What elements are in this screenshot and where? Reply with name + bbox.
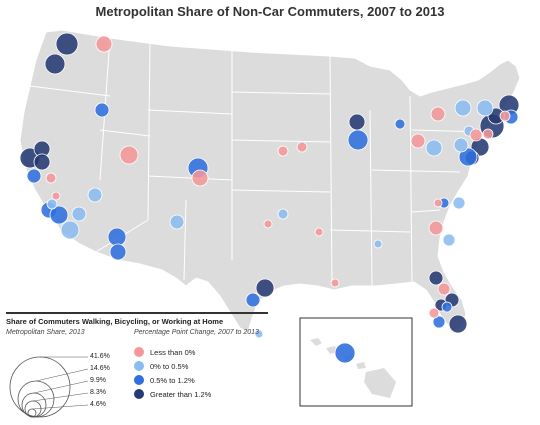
bubble-baltimore — [458, 147, 478, 167]
bubble-honolulu — [334, 342, 356, 364]
metro-bubbles — [19, 32, 520, 364]
bubble-tucson — [109, 243, 127, 261]
size-label-1: 41.6% — [90, 353, 110, 360]
bubble-raleigh — [452, 196, 466, 210]
legend-heading: Share of Commuters Walking, Bicycling, o… — [6, 317, 224, 326]
bubble-chicago — [347, 129, 369, 151]
bubble-madison — [348, 113, 366, 131]
bubble-fresno — [45, 172, 57, 184]
legend-label-greater-than-1-2: Greater than 1.2% — [150, 389, 212, 399]
legend-label-less-than-0: Less than 0% — [150, 347, 196, 357]
bubble-houston — [245, 292, 261, 308]
bubble-miami — [448, 314, 468, 334]
bubble-worcester — [499, 110, 511, 122]
bubble-corpus — [254, 329, 264, 339]
state-borders — [29, 37, 485, 287]
bubble-greensboro — [428, 220, 444, 236]
bubble-des-moines — [296, 141, 308, 153]
bubble-albany — [476, 99, 494, 117]
bubble-new-orleans — [255, 278, 275, 298]
bubble-colorado-springs — [191, 169, 209, 187]
map-title: Metropolitan Share of Non-Car Commuters,… — [95, 4, 445, 19]
swatch-less-than-0 — [134, 347, 144, 357]
bubble-detroit — [394, 118, 406, 130]
bubble-portland-inland — [94, 102, 110, 118]
size-legend-circles — [9, 356, 89, 418]
bubble-riverside — [49, 205, 69, 225]
bubble-pittsburgh — [453, 137, 469, 153]
size-label-5: 4.6% — [90, 401, 106, 408]
bubble-cleveland — [425, 139, 443, 157]
bubble-las-vegas — [71, 206, 87, 222]
bubble-jacksonville — [428, 270, 444, 286]
bubble-gainesville — [437, 282, 451, 296]
bubble-albuquerque — [169, 214, 185, 230]
bubble-omaha — [277, 145, 289, 157]
swatch-0-5-to-1-2 — [134, 375, 144, 385]
legend-label-0-5-to-1-2: 0.5% to 1.2% — [150, 375, 195, 385]
bubble-seattle — [55, 32, 79, 56]
size-label-2: 14.6% — [90, 365, 110, 372]
legend-label-0-to-0-5: 0% to 0.5% — [150, 361, 189, 371]
size-label-3: 9.9% — [90, 377, 106, 384]
bubble-little-rock — [314, 227, 324, 237]
bubble-jackson — [330, 278, 340, 288]
bubble-santa-barbara — [26, 168, 42, 184]
hawaii-inset — [299, 317, 413, 407]
bubble-orange-county — [46, 198, 58, 210]
legend-rule — [6, 312, 268, 314]
legend-item-0-to-0-5: 0% to 0.5% — [134, 361, 188, 371]
legend: Share of Commuters Walking, Bicycling, o… — [6, 303, 296, 421]
bubble-columbia — [433, 198, 443, 208]
bubble-buffalo — [430, 106, 446, 122]
bubble-phoenix — [107, 227, 127, 247]
bubble-atlanta — [442, 233, 456, 247]
bubble-bakersfield — [51, 191, 61, 201]
bubble-tulsa — [263, 219, 273, 229]
swatch-0-to-0-5 — [134, 361, 144, 371]
bubble-ocala — [441, 301, 453, 313]
bubble-wichita — [277, 208, 289, 220]
legend-item-0-5-to-1-2: 0.5% to 1.2% — [134, 375, 195, 385]
bubble-harrisburg — [469, 128, 483, 142]
bubble-memphis — [373, 239, 383, 249]
bubble-orlando — [432, 315, 446, 329]
bubble-seattle-south — [44, 53, 66, 75]
bubble-rochester — [454, 99, 472, 117]
color-legend-title: Percentage Point Change, 2007 to 2013 — [134, 329, 259, 336]
bubble-san-diego — [60, 220, 80, 240]
size-label-4: 8.3% — [90, 389, 106, 396]
bubble-toledo — [410, 133, 426, 149]
bubble-bridgeport — [482, 128, 494, 140]
bubble-salt-lake — [119, 145, 139, 165]
legend-item-greater-than-1-2: Greater than 1.2% — [134, 389, 211, 399]
size-legend-title: Metropolitan Share, 2013 — [6, 329, 85, 336]
legend-item-less-than-0: Less than 0% — [134, 347, 195, 357]
swatch-greater-than-1-2 — [134, 389, 144, 399]
bubble-spokane — [95, 35, 113, 53]
bubble-sarasota — [428, 307, 440, 319]
bubble-boise — [87, 187, 103, 203]
bubble-sacramento — [33, 153, 51, 171]
